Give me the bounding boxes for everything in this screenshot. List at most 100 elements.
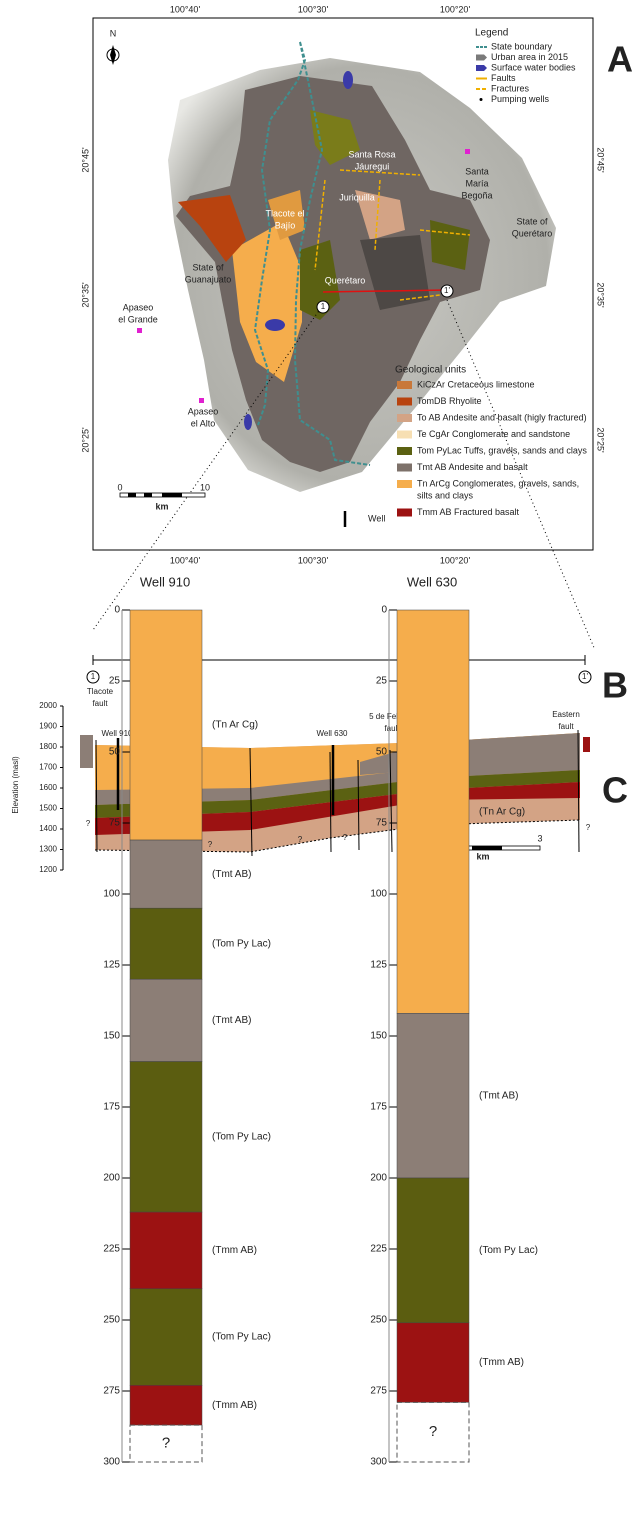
geo-title: Geological units — [395, 365, 466, 376]
unknown-zone — [129, 1424, 203, 1463]
place-label: State of — [516, 216, 548, 226]
unknown-mark: ? — [208, 840, 213, 849]
unknown-mark: ? — [298, 835, 303, 844]
legend-label: State boundary — [491, 41, 553, 51]
place-label: Guanajuato — [185, 274, 232, 284]
lat-label: 20°25' — [596, 427, 606, 453]
unit-swatch — [397, 463, 412, 472]
to-ab — [355, 190, 405, 240]
y-tick-label: 275 — [370, 1386, 387, 1397]
panel-letter: A — [607, 39, 633, 80]
y-tick-label: 0 — [381, 605, 387, 616]
place-label: State of — [192, 262, 224, 272]
y-tick-label: 1500 — [39, 804, 57, 813]
place-label: Apaseo — [123, 302, 154, 312]
place-label: Begoña — [461, 190, 492, 200]
lon-label: 100°40' — [170, 555, 201, 565]
panel-letter: C — [602, 770, 628, 811]
layer — [129, 907, 203, 980]
section-label: Well 630 — [317, 729, 349, 738]
y-tick-label: 75 — [109, 818, 121, 829]
north-arrow — [110, 45, 116, 65]
y-axis-label: Elevation (masl) — [11, 756, 20, 814]
layer — [396, 1013, 470, 1179]
legend-title: Legend — [475, 28, 508, 39]
tn-arcg — [232, 222, 302, 382]
y-tick-label: 125 — [370, 960, 387, 971]
lat-label: 20°35' — [596, 282, 606, 308]
unknown-zone — [396, 1401, 470, 1463]
y-tick-label: 100 — [370, 889, 387, 900]
place-label: Querétaro — [325, 275, 366, 285]
section-label: fault — [92, 699, 108, 708]
layer — [129, 978, 203, 1062]
layer — [396, 1177, 470, 1324]
well-legend: Well — [368, 513, 385, 523]
panel-letter: B — [602, 665, 628, 706]
legend-symbol — [479, 98, 483, 101]
lon-label: 100°30' — [298, 4, 329, 14]
faults — [95, 729, 580, 857]
section-end-marker — [578, 670, 592, 684]
section-label: fault — [384, 724, 400, 733]
layer-label: (Tmt AB) — [479, 1090, 518, 1101]
unit-swatch — [397, 397, 412, 406]
unit-label: Tmt AB Andesite and basalt — [417, 462, 528, 472]
y-tick-label: 225 — [370, 1244, 387, 1255]
legend-label: Faults — [491, 73, 516, 83]
rhyolite — [178, 195, 246, 262]
town-marker — [199, 398, 204, 403]
place-label: Bajío — [275, 220, 296, 230]
y-tick-label: 1800 — [39, 742, 57, 751]
y-tick-label: 25 — [109, 676, 121, 687]
place-label: Santa — [465, 166, 489, 176]
layer-label: (Tn Ar Cg) — [212, 720, 258, 731]
scale-bar — [144, 493, 152, 497]
place-label: el Alto — [191, 418, 216, 428]
lon-label: 100°20' — [440, 4, 471, 14]
lat-label: 20°25' — [80, 427, 90, 453]
lat-label: 20°45' — [596, 147, 606, 173]
section-line — [322, 289, 448, 293]
unknown-mark: ? — [586, 823, 591, 832]
unknown-label: ? — [429, 1423, 437, 1440]
layer-label: (Tmm AB) — [212, 1245, 257, 1256]
y-tick-label: 150 — [370, 1031, 387, 1042]
place-label: el Grande — [118, 314, 158, 324]
section-mark: 1' — [582, 672, 588, 681]
y-tick-label: 250 — [103, 1315, 120, 1326]
lat-label: 20°35' — [80, 282, 90, 308]
unit-swatch — [397, 381, 412, 389]
legend-label: Urban area in 2015 — [491, 52, 568, 62]
section-end-marker — [316, 300, 330, 314]
scale-unit: km — [155, 501, 168, 511]
layer — [129, 1385, 203, 1426]
y-tick-label: 250 — [370, 1315, 387, 1326]
layer — [396, 609, 470, 1014]
y-tick-label: 200 — [370, 1173, 387, 1184]
water-body — [244, 414, 252, 430]
north-label: N — [110, 28, 117, 38]
y-tick-label: 150 — [103, 1031, 120, 1042]
unit-label: Tmm AB Fractured basalt — [417, 507, 520, 517]
layer — [129, 1288, 203, 1386]
unknown-label: ? — [162, 1435, 170, 1452]
tn-arcg — [268, 190, 305, 240]
well-title: Well 910 — [140, 574, 190, 589]
layer-label: (Tmm AB) — [212, 1400, 257, 1411]
unit-label: silts and clays — [417, 490, 474, 500]
scale-bar — [128, 493, 136, 497]
y-tick-label: 1300 — [39, 845, 57, 854]
place-label: Juriquilla — [339, 192, 375, 202]
unit-label: Tn ArCg Conglomerates, gravels, sands, — [417, 478, 579, 488]
y-tick-label: 1400 — [39, 824, 57, 833]
water-body — [343, 71, 353, 89]
y-tick-label: 25 — [376, 676, 388, 687]
unknown-mark: ? — [86, 819, 91, 828]
y-tick-label: 125 — [103, 960, 120, 971]
y-tick-label: 2000 — [39, 701, 57, 710]
place-label: María — [465, 178, 488, 188]
lat-label: 20°45' — [80, 147, 90, 173]
